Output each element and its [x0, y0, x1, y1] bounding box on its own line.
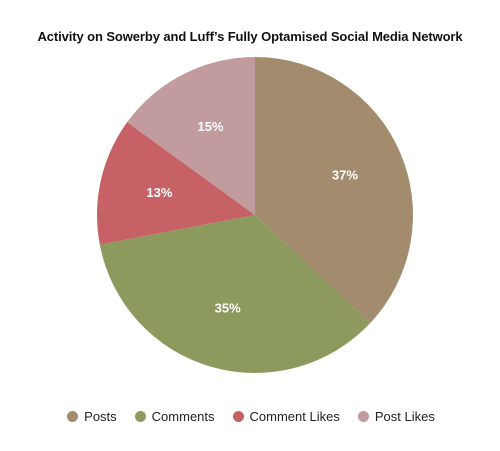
legend-swatch-icon	[134, 411, 146, 422]
legend-swatch-icon	[357, 411, 369, 422]
legend-swatch-icon	[67, 411, 79, 422]
legend-label: Posts	[84, 409, 117, 424]
pie-slice-comment-likes	[97, 122, 255, 245]
pie-labels: 37% 35% 13% 15%	[146, 119, 358, 315]
legend-item-post-likes[interactable]: Post Likes	[356, 409, 435, 424]
legend-item-posts[interactable]: Posts	[65, 409, 117, 424]
slice-label-comment-likes: 13%	[146, 185, 172, 200]
chart-legend: Posts Comments Comment Likes Post Likes	[0, 409, 500, 424]
slice-label-posts: 37%	[332, 168, 358, 183]
legend-label: Comment Likes	[249, 409, 340, 424]
pie-slices	[97, 57, 413, 374]
legend-label: Comments	[151, 409, 215, 424]
pie-slice-comments	[99, 215, 371, 374]
pie-slice-post-likes	[127, 57, 255, 215]
slice-label-post-likes: 15%	[197, 119, 223, 134]
legend-label: Post Likes	[374, 409, 435, 424]
legend-item-comments[interactable]: Comments	[133, 409, 215, 424]
legend-item-comment-likes[interactable]: Comment Likes	[231, 409, 340, 424]
legend-swatch-icon	[232, 411, 244, 422]
pie-slice-posts	[255, 57, 413, 324]
chart-title: Activity on Sowerby and Luff’s Fully Opt…	[37, 29, 463, 44]
slice-label-comments: 35%	[215, 301, 241, 316]
